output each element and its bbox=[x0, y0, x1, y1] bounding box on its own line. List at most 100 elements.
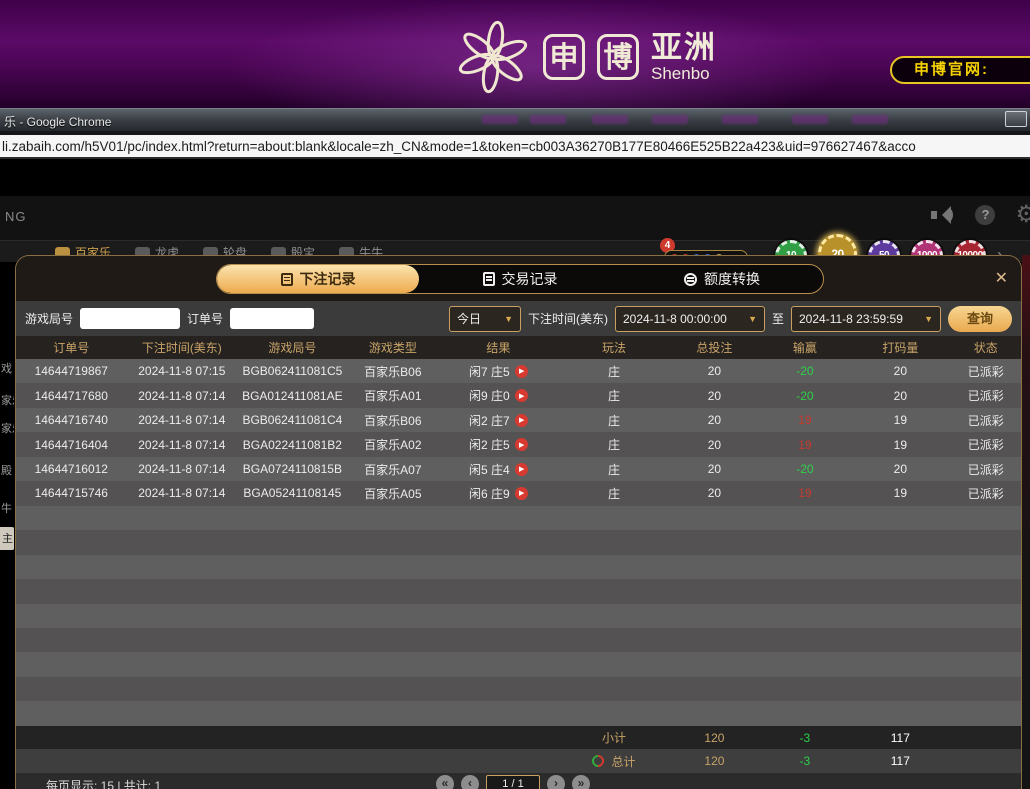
replay-icon[interactable]: ▶ bbox=[514, 462, 528, 476]
column-header: 订单号 bbox=[53, 341, 90, 355]
order-no-input[interactable] bbox=[230, 308, 315, 329]
sidebar-fragments: 戏家乐家乐殿牛主 bbox=[0, 159, 14, 789]
chevron-down-icon: ▼ bbox=[924, 313, 933, 324]
brand-latin: Shenbo bbox=[651, 64, 710, 83]
table-row bbox=[16, 627, 1021, 653]
flower-logo-icon bbox=[458, 20, 528, 94]
help-icon[interactable]: ? bbox=[975, 205, 996, 225]
coin-icon bbox=[684, 272, 697, 286]
game-round-label: 游戏局号 bbox=[25, 312, 74, 326]
close-icon[interactable]: ✕ bbox=[994, 270, 1008, 287]
speaker-icon[interactable] bbox=[931, 206, 955, 224]
table-row bbox=[16, 530, 1021, 555]
game-toolbar: NG ? ⚙ bbox=[0, 196, 1030, 240]
table-row bbox=[16, 652, 1021, 677]
bet-time-label: 下注时间(美东) bbox=[527, 312, 608, 326]
total-turnover: 117 bbox=[890, 754, 910, 768]
page-indicator: 1 / 1 bbox=[486, 775, 540, 789]
brand-logo: 申 博 亚洲 Shenbo bbox=[455, 18, 717, 96]
range-select[interactable]: 今日 ▼ bbox=[448, 305, 521, 332]
table-row bbox=[16, 579, 1021, 604]
column-header: 状态 bbox=[973, 341, 998, 355]
total-row: 总计 120 -3 117 bbox=[16, 749, 1021, 773]
table-row: 14644716012 2024-11-8 07:14 BGA0724110815B… bbox=[16, 456, 1021, 482]
subtotal-winloss: -3 bbox=[799, 730, 811, 745]
column-header: 结果 bbox=[486, 341, 511, 355]
replay-icon[interactable]: ▶ bbox=[514, 364, 528, 378]
category-icon bbox=[135, 247, 151, 258]
brand-header: 申 博 亚洲 Shenbo 申博官网: bbox=[0, 0, 1030, 108]
replay-icon[interactable]: ▶ bbox=[514, 389, 528, 403]
table-row: 14644717680 2024-11-8 07:14 BGA012411081AE… bbox=[16, 383, 1021, 408]
table-row: 14644719867 2024-11-8 07:15 BGB062411081C5… bbox=[16, 359, 1021, 384]
tab-bet-records[interactable]: 下注记录 bbox=[217, 265, 419, 293]
window-titlebar: 乐 - Google Chrome bbox=[0, 108, 1030, 131]
subtotal-turnover: 117 bbox=[890, 730, 910, 745]
brand-region: 亚洲 bbox=[651, 30, 717, 65]
bet-records-modal: 下注记录 交易记录 额度转换 ✕ 游戏局号 订单号 bbox=[15, 255, 1022, 789]
brand-char-shen: 申 bbox=[543, 34, 585, 80]
table-body: 14644719867 2024-11-8 07:15 BGB062411081C5… bbox=[16, 359, 1021, 726]
table-row bbox=[16, 676, 1021, 702]
replay-icon[interactable]: ▶ bbox=[514, 413, 528, 427]
modal-tabbar: 下注记录 交易记录 额度转换 ✕ bbox=[16, 256, 1021, 301]
address-bar[interactable]: li.zabaih.com/h5V01/pc/index.html?return… bbox=[0, 135, 1030, 159]
subtotal-row: 小计 120 -3 117 bbox=[16, 726, 1021, 749]
sidebar-fragment: 牛 bbox=[1, 503, 12, 515]
tab-transaction-records[interactable]: 交易记录 bbox=[419, 265, 621, 293]
clipboard-icon bbox=[482, 272, 495, 286]
last-page-button[interactable]: » bbox=[572, 775, 590, 789]
category-icon bbox=[271, 247, 287, 258]
next-page-button[interactable]: › bbox=[547, 775, 565, 789]
table-row bbox=[16, 554, 1021, 580]
sidebar-fragment: 家乐 bbox=[1, 423, 14, 435]
table-row bbox=[16, 603, 1021, 628]
brand-char-bo: 博 bbox=[597, 34, 639, 80]
window-title: 乐 - Google Chrome bbox=[4, 115, 112, 129]
column-header: 输赢 bbox=[792, 341, 817, 355]
column-header: 总投注 bbox=[696, 341, 733, 355]
game-round-input[interactable] bbox=[80, 308, 181, 329]
column-header: 游戏类型 bbox=[368, 341, 417, 355]
replay-icon[interactable]: ▶ bbox=[514, 486, 528, 500]
url-text: li.zabaih.com/h5V01/pc/index.html?return… bbox=[2, 138, 916, 154]
refresh-icon[interactable] bbox=[589, 752, 607, 770]
date-to-picker[interactable]: 2024-11-8 23:59:59 ▼ bbox=[791, 305, 941, 332]
date-from-picker[interactable]: 2024-11-8 00:00:00 ▼ bbox=[614, 305, 765, 332]
category-icon bbox=[339, 247, 355, 258]
table-row: 14644716740 2024-11-8 07:14 BGB062411081C4… bbox=[16, 407, 1021, 433]
total-label: 总计 bbox=[611, 754, 636, 769]
filter-bar: 游戏局号 订单号 今日 ▼ 下注时间(美东) 2024-11-8 00:00:0… bbox=[16, 301, 1021, 336]
search-button[interactable]: 查询 bbox=[948, 305, 1012, 332]
titlebar-gap bbox=[0, 131, 1030, 135]
toolbar-text-fragment: NG bbox=[5, 209, 27, 224]
category-icon bbox=[203, 247, 219, 258]
table-row bbox=[16, 701, 1021, 726]
column-header: 游戏局号 bbox=[268, 341, 317, 355]
sidebar-fragment: 殿 bbox=[1, 465, 12, 477]
window-control-button[interactable] bbox=[1005, 111, 1027, 127]
official-site-button[interactable]: 申博官网: bbox=[890, 56, 1030, 84]
table-row: 14644716404 2024-11-8 07:14 BGA022411081B2… bbox=[16, 432, 1021, 457]
first-page-button[interactable]: « bbox=[436, 775, 454, 789]
table-row bbox=[16, 505, 1021, 531]
pagination-bar: 每页显示: 15 | 共计: 1 « ‹ 1 / 1 › » bbox=[16, 773, 1021, 789]
chevron-down-icon: ▼ bbox=[504, 313, 513, 324]
column-header: 下注时间(美东) bbox=[141, 341, 222, 355]
table-header-row: 订单号 下注时间(美东) 游戏局号 游戏类型 结果 玩法 总投注 输赢 打码量 状态 bbox=[16, 336, 1021, 359]
prev-page-button[interactable]: ‹ bbox=[461, 775, 479, 789]
sidebar-fragment: 家乐 bbox=[1, 395, 14, 407]
tab-credit-transfer[interactable]: 额度转换 bbox=[621, 265, 823, 293]
column-header: 打码量 bbox=[882, 341, 919, 355]
sidebar-fragment: 戏 bbox=[1, 363, 12, 375]
chevron-down-icon: ▼ bbox=[748, 313, 757, 324]
category-icon bbox=[55, 247, 70, 258]
gear-icon[interactable]: ⚙ bbox=[1015, 201, 1030, 228]
order-no-label: 订单号 bbox=[187, 312, 224, 326]
column-header: 玩法 bbox=[601, 341, 626, 355]
total-winloss: -3 bbox=[799, 754, 811, 768]
replay-icon[interactable]: ▶ bbox=[514, 438, 528, 452]
sidebar-fragment: 主 bbox=[0, 527, 14, 550]
